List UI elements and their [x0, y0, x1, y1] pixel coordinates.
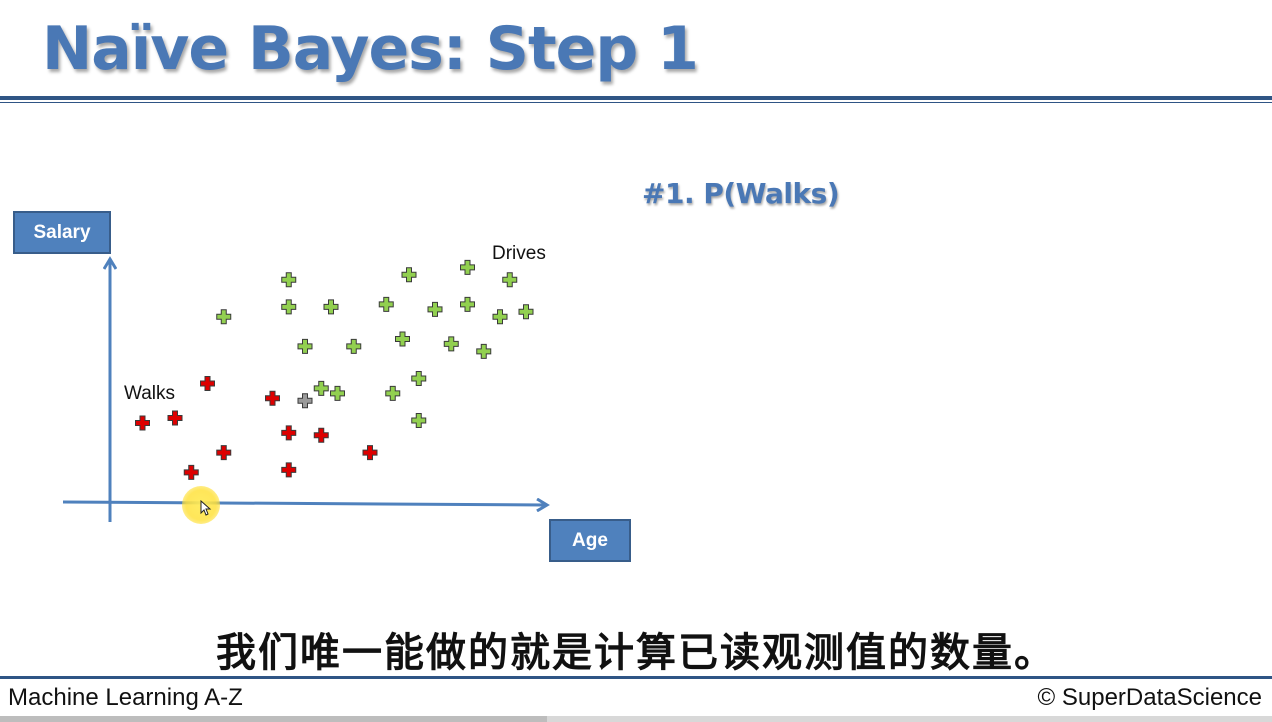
x-axis-line: [62, 502, 546, 505]
title-divider: [0, 96, 1272, 100]
drives-point: [385, 385, 401, 401]
step-heading: #1. P(Walks): [642, 177, 840, 210]
title-divider-thin: [0, 102, 1272, 103]
drives-point: [502, 272, 518, 288]
drives-point: [330, 385, 345, 401]
walks-point: [313, 427, 329, 443]
drives-annotation: Drives: [492, 243, 546, 264]
walks-point: [362, 445, 378, 461]
course-name: Machine Learning A-Z: [8, 684, 243, 711]
drives-point: [476, 343, 492, 359]
drives-point: [395, 331, 410, 347]
video-subtitle: 我们唯一能做的就是计算已读观测值的数量。: [216, 630, 1056, 676]
walks-point: [281, 425, 297, 441]
walks-point: [183, 464, 199, 480]
drives-point: [313, 380, 329, 396]
drives-point: [411, 412, 427, 428]
walks-point: [281, 462, 297, 478]
scatter-plot: Walks Drives: [62, 243, 640, 522]
video-progress-fill: [0, 716, 547, 722]
video-progress-bar[interactable]: [0, 716, 1272, 722]
drives-point: [297, 338, 313, 354]
drives-point: [518, 304, 534, 320]
drives-point: [281, 299, 297, 315]
x-axis-label: Age: [549, 519, 631, 562]
new-data-point: [297, 393, 313, 409]
drives-point: [443, 336, 459, 352]
drives-point: [216, 309, 232, 325]
drives-point: [281, 272, 297, 288]
drives-point: [411, 371, 427, 386]
walks-point: [135, 415, 150, 431]
data-points: [135, 259, 534, 480]
drives-point: [323, 299, 339, 315]
walks-point: [216, 445, 232, 461]
drives-point: [427, 301, 443, 317]
mouse-pointer-icon: [200, 500, 212, 516]
walks-annotation: Walks: [124, 383, 175, 404]
slide-title: Naïve Bayes: Step 1: [42, 14, 699, 84]
footer-divider: [0, 676, 1272, 679]
copyright-notice: © SuperDataScience: [1037, 684, 1262, 711]
y-axis-label: Salary: [13, 211, 111, 254]
drives-point: [492, 309, 508, 325]
drives-point: [460, 259, 475, 275]
walks-point: [167, 410, 183, 426]
drives-point: [346, 338, 362, 354]
drives-point: [460, 296, 475, 312]
walks-point: [265, 390, 280, 406]
drives-point: [378, 296, 394, 312]
drives-point: [401, 267, 417, 283]
walks-point: [200, 375, 215, 391]
